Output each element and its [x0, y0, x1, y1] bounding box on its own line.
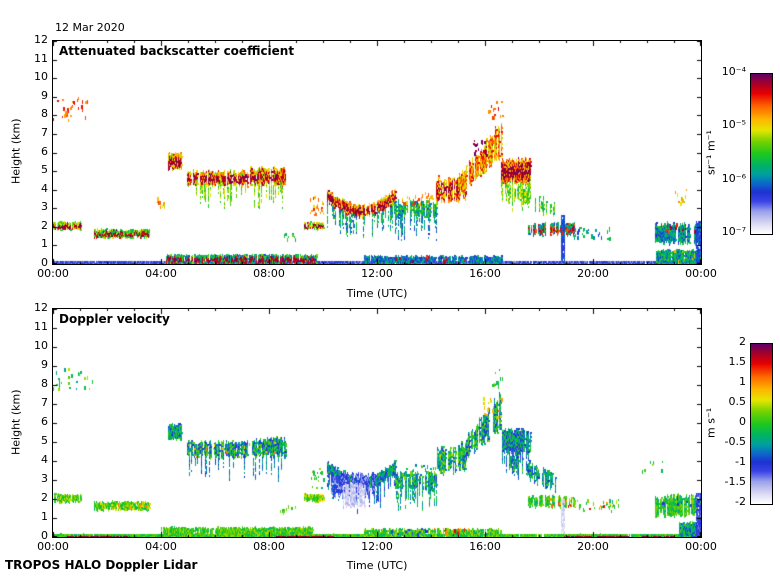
y-tick-label: 10 — [34, 70, 48, 83]
colorbar-tick-label: -0.5 — [724, 435, 746, 448]
colorbar-tick-label: -1 — [735, 455, 746, 468]
colorbar-tick-label: 10⁻⁶ — [721, 172, 746, 185]
y-tick-label: 8 — [41, 107, 48, 120]
x-tick-label: 20:00 — [577, 540, 609, 553]
velocity-colorbar — [750, 343, 773, 505]
y-tick-label: 3 — [41, 472, 48, 485]
velocity-colorbar-gradient — [751, 344, 772, 504]
y-tick-label: 2 — [41, 219, 48, 232]
y-tick-label: 9 — [41, 89, 48, 102]
x-tick-label: 08:00 — [253, 267, 285, 280]
y-tick-label: 4 — [41, 453, 48, 466]
y-tick-label: 12 — [34, 33, 48, 46]
x-tick-label: 08:00 — [253, 540, 285, 553]
y-tick-label: 11 — [34, 52, 48, 65]
y-tick-label: 3 — [41, 200, 48, 213]
colorbar-tick-label: 1.5 — [728, 355, 747, 368]
backscatter-x-axis-label: Time (UTC) — [346, 287, 408, 300]
y-tick-label: 6 — [41, 145, 48, 158]
velocity-heatmap — [53, 309, 701, 537]
x-tick-label: 04:00 — [145, 540, 177, 553]
x-tick-label: 00:00 — [685, 540, 717, 553]
x-tick-label: 16:00 — [469, 540, 501, 553]
y-tick-label: 4 — [41, 182, 48, 195]
colorbar-tick-label: 0.5 — [728, 395, 747, 408]
y-tick-label: 6 — [41, 415, 48, 428]
date-label: 12 Mar 2020 — [55, 21, 125, 34]
y-tick-label: 7 — [41, 396, 48, 409]
velocity-title: Doppler velocity — [59, 312, 170, 326]
y-tick-label: 11 — [34, 320, 48, 333]
x-tick-label: 00:00 — [685, 267, 717, 280]
colorbar-tick-label: 10⁻⁴ — [721, 65, 746, 78]
y-tick-label: 1 — [41, 237, 48, 250]
x-tick-label: 00:00 — [37, 540, 69, 553]
y-tick-label: 5 — [41, 434, 48, 447]
backscatter-panel: Attenuated backscatter coefficient — [52, 40, 702, 265]
colorbar-tick-label: 10⁻⁷ — [721, 225, 746, 238]
y-tick-label: 0 — [41, 256, 48, 269]
x-tick-label: 12:00 — [361, 540, 393, 553]
y-tick-label: 0 — [41, 529, 48, 542]
backscatter-colorbar-gradient — [751, 74, 772, 234]
y-tick-label: 9 — [41, 358, 48, 371]
colorbar-tick-label: 0 — [739, 415, 746, 428]
backscatter-title: Attenuated backscatter coefficient — [59, 44, 295, 58]
instrument-label: TROPOS HALO Doppler Lidar — [5, 558, 198, 572]
y-tick-label: 10 — [34, 339, 48, 352]
x-tick-label: 12:00 — [361, 267, 393, 280]
y-tick-label: 8 — [41, 377, 48, 390]
y-tick-label: 5 — [41, 163, 48, 176]
y-tick-label: 7 — [41, 126, 48, 139]
x-tick-label: 16:00 — [469, 267, 501, 280]
colorbar-tick-label: 2 — [739, 335, 746, 348]
colorbar-tick-label: -2 — [735, 495, 746, 508]
x-tick-label: 00:00 — [37, 267, 69, 280]
velocity-x-axis-label: Time (UTC) — [346, 559, 408, 572]
backscatter-colorbar-unit: sr⁻¹ m⁻¹ — [704, 130, 718, 176]
x-tick-label: 04:00 — [145, 267, 177, 280]
y-tick-label: 1 — [41, 510, 48, 523]
backscatter-colorbar — [750, 73, 773, 235]
y-tick-label: 2 — [41, 491, 48, 504]
velocity-panel: Doppler velocity — [52, 308, 702, 538]
x-tick-label: 20:00 — [577, 267, 609, 280]
colorbar-tick-label: 1 — [739, 375, 746, 388]
colorbar-tick-label: -1.5 — [724, 475, 746, 488]
colorbar-tick-label: 10⁻⁵ — [721, 118, 746, 131]
y-tick-label: 12 — [34, 301, 48, 314]
backscatter-heatmap — [53, 41, 701, 264]
